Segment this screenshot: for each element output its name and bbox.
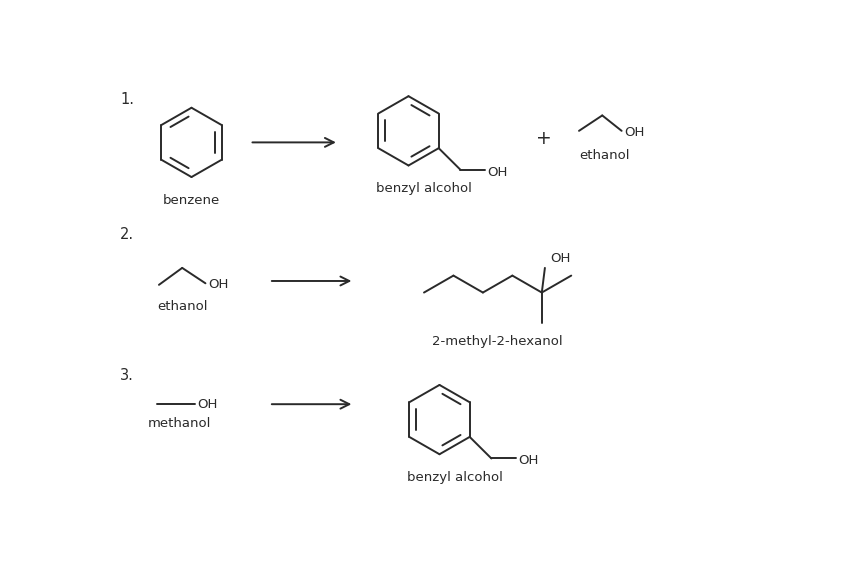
- Text: OH: OH: [207, 278, 228, 291]
- Text: OH: OH: [550, 252, 570, 265]
- Text: methanol: methanol: [148, 417, 212, 429]
- Text: 1.: 1.: [120, 92, 134, 107]
- Text: OH: OH: [518, 454, 539, 467]
- Text: OH: OH: [488, 166, 508, 178]
- Text: 2-methyl-2-hexanol: 2-methyl-2-hexanol: [433, 335, 563, 348]
- Text: ethanol: ethanol: [157, 300, 207, 313]
- Text: benzene: benzene: [163, 194, 220, 207]
- Text: ethanol: ethanol: [579, 149, 630, 162]
- Text: OH: OH: [624, 126, 644, 139]
- Text: +: +: [536, 129, 552, 148]
- Text: benzyl alcohol: benzyl alcohol: [407, 471, 503, 484]
- Text: benzyl alcohol: benzyl alcohol: [376, 182, 472, 196]
- Text: 2.: 2.: [120, 227, 134, 242]
- Text: 3.: 3.: [120, 368, 134, 383]
- Text: OH: OH: [198, 398, 218, 411]
